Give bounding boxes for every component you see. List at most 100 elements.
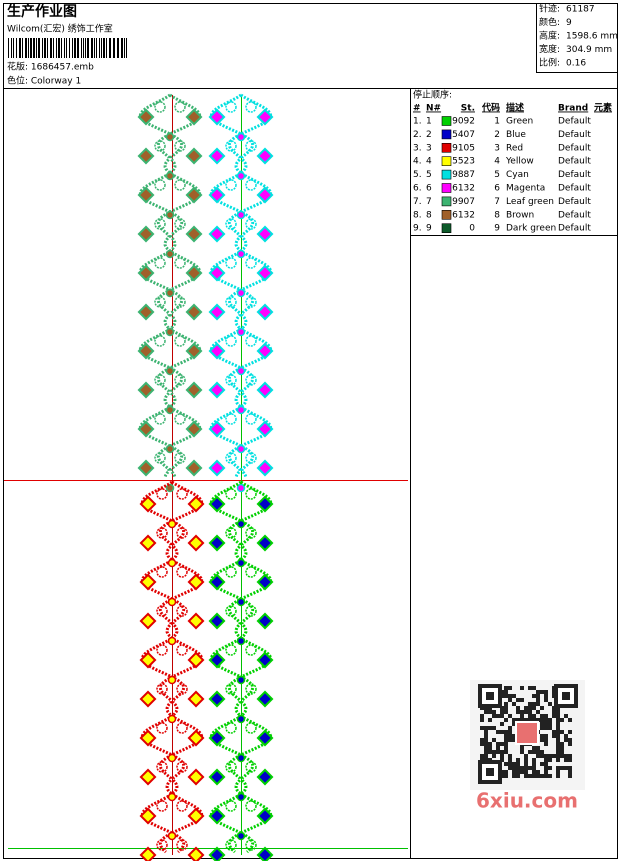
bar-stripe [96,38,97,58]
qr-cell [520,750,524,754]
bar-stripe [22,38,23,58]
qr-cell [528,710,532,714]
qr-cell [568,742,572,746]
flower [187,729,205,747]
qr-cell [564,738,568,742]
table-cell: Red [506,143,523,153]
bar-stripe [61,38,62,58]
curl [245,296,257,308]
qr-cell [492,750,496,754]
flower [208,573,226,591]
flower [208,225,226,243]
qr-cell [488,718,492,722]
qr-cell [480,726,484,730]
curl [174,452,186,464]
bar-stripe [113,38,115,58]
table-cell: 4. [413,157,422,167]
table-header: 代码 [481,102,500,114]
qr-cell [500,750,504,754]
flower [185,264,203,282]
curl [225,488,237,500]
qr-cell [500,722,504,726]
table-cell: 2 [494,130,500,140]
curl [176,605,188,617]
qr-cell [484,742,488,746]
qr-cell [512,770,516,774]
curl [225,605,237,617]
bud [236,792,246,802]
qr-cell [556,730,560,734]
qr-cell [548,718,552,722]
curl [225,140,237,152]
curl [176,527,188,539]
qr-cell [484,710,488,714]
table-cell: 6132 [452,184,475,194]
flower [185,108,203,126]
qr-cell [536,770,540,774]
curl [176,566,188,578]
curl [174,374,186,386]
qr-cell [508,758,512,762]
qr-cell [492,710,496,714]
qr-cell [488,742,492,746]
qr-logo [515,721,539,745]
design-preview [4,93,408,864]
table-cell: 8 [426,210,432,220]
qr-cell [524,766,528,770]
bar-stripe [117,38,119,58]
qr-cell [560,730,564,734]
qr-cell [516,758,520,762]
curl [245,605,257,617]
qr-finder-dot [562,692,570,700]
qr-cell [480,714,484,718]
table-cell: Default [558,157,591,167]
curl [154,218,166,230]
qr-cell [552,734,556,738]
bud [165,327,175,337]
qr-cell [496,742,500,746]
flower [137,108,155,126]
curl [154,101,166,113]
qr-cell [524,718,528,722]
qr-cell [552,754,556,758]
table-cell: 7 [426,197,432,207]
table-cell: Default [558,117,591,127]
bud [236,171,246,181]
curl [225,452,237,464]
bar-stripe [64,38,65,58]
bar-stripe [106,38,107,58]
qr-cell [564,766,568,770]
qr-cell [528,718,532,722]
bar-stripe [8,38,9,58]
flower [208,459,226,477]
table-cell: Dark green [506,224,556,234]
qr-cell [528,686,532,690]
curl [245,140,257,152]
bar-stripe [19,38,21,58]
qr-cell [508,730,512,734]
design-file: 花版: 1686457.emb [7,61,94,73]
qr-cell [524,774,528,778]
flower [208,264,226,282]
bud [236,675,246,685]
qr-cell [516,718,520,722]
bar-stripe [30,38,32,58]
table-cell: 0 [469,224,475,234]
qr-cell [548,726,552,730]
flower [185,225,203,243]
qr-finder-dot [486,768,494,776]
company: Wilcom(汇宏) 绣饰工作室 [7,23,113,35]
flower [256,108,274,126]
curl [154,335,166,347]
curl [154,257,166,269]
bar-stripe [72,38,73,58]
qr-cell [528,774,532,778]
qr-cell [508,738,512,742]
bar-stripe [85,38,86,58]
qr-cell [548,702,552,706]
qr-cell [544,690,548,694]
qr-cell [516,710,520,714]
qr-cell [540,714,544,718]
curl [174,296,186,308]
color-swatch [441,169,452,180]
